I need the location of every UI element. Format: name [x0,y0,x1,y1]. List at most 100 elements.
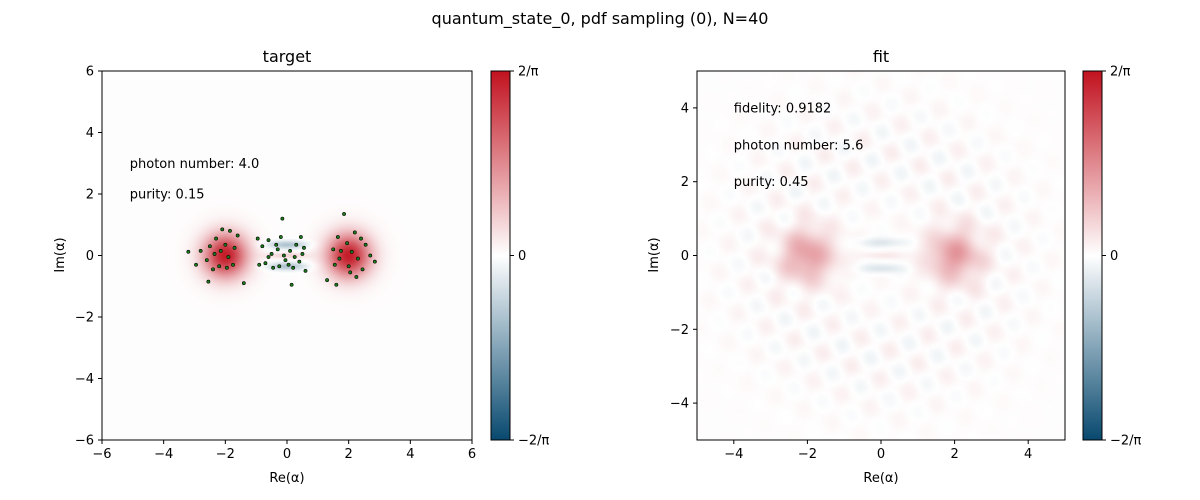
sample-point [325,278,329,283]
sample-point [235,233,240,238]
sample-point [332,262,337,267]
sample-point [260,244,265,249]
colorbar: 2/π 0 −2/π [1082,65,1142,449]
x-tick-label: 0 [283,447,291,462]
sample-point [266,255,271,259]
sample-point [302,245,306,250]
heatmap-layer [102,71,472,440]
colorbar-gradient [490,70,511,441]
annotation-text: photon number: 5.6 [734,138,864,153]
sample-point [218,248,223,253]
sample-point [331,247,336,252]
sample-point [211,267,215,272]
annotation-text: purity: 0.45 [734,175,809,190]
sample-point [220,227,225,232]
sample-point [354,275,359,279]
panel-fit: fit −4 −2 0 2 4 −4 −2 0 2 4 fidelity: 0.9182 phot… [647,47,1142,486]
sample-point [289,282,294,287]
sample-point [212,252,217,256]
x-tick-label: 4 [1024,447,1032,462]
x-axis-label: Re(α) [269,471,304,486]
sample-point [360,267,365,272]
y-tick-label: 4 [681,101,689,116]
x-tick-label: −4 [724,447,743,462]
sample-point [300,252,305,256]
sample-point [363,242,368,247]
x-tick-label: 6 [468,447,476,462]
sample-point [255,236,260,241]
sample-point [282,253,286,258]
sample-point [346,264,351,269]
sample-point [359,236,363,241]
sample-point [348,270,353,275]
sample-point [286,262,291,267]
x-tick-label: 0 [877,447,885,462]
colorbar-tick-label: 2/π [518,65,539,80]
sample-point [352,230,357,235]
annotation-text: photon number: 4.0 [130,157,260,172]
sample-point [274,242,279,247]
sample-point [263,261,268,266]
sample-point [231,262,235,267]
sample-point [232,245,237,250]
y-tick-label: −2 [670,323,689,338]
sample-point [271,265,276,270]
colorbar-tick-label: 0 [518,249,526,264]
sample-point [372,259,377,264]
x-axis: −6 −4 −2 0 2 4 6 [92,440,476,462]
sample-point [339,248,343,253]
sample-point [275,247,280,252]
sample-point [228,228,232,233]
x-tick-label: −2 [798,447,817,462]
annotation-text: purity: 0.15 [130,188,205,203]
colorbar-tick-label: 0 [1110,249,1118,264]
sample-point [303,268,308,273]
y-tick-label: 2 [681,175,689,190]
y-tick-label: −2 [75,311,94,326]
y-axis-label: Im(α) [647,237,662,272]
y-tick-label: 4 [86,126,94,141]
colorbar-tick-label: −2/π [1110,434,1142,449]
x-axis-label: Re(α) [863,471,898,486]
annotations: photon number: 4.0 purity: 0.15 [130,157,260,203]
y-axis: −4 −2 0 2 4 [670,101,697,412]
sample-point [208,244,212,249]
y-tick-label: 0 [86,249,94,264]
y-tick-label: 6 [86,65,94,80]
y-tick-label: 0 [681,249,689,264]
annotations: fidelity: 0.9182 photon number: 5.6 purity… [734,101,864,190]
y-tick-label: −6 [75,434,94,449]
sample-point [280,216,285,221]
sample-point [288,248,292,253]
sample-point [214,236,218,241]
sample-point [223,242,228,247]
sample-point [291,265,296,270]
sample-point [292,255,297,259]
colorbar: 2/π 0 −2/π [490,65,550,449]
sample-point [283,258,288,263]
heatmap-layer [697,71,1065,440]
sample-point [224,265,229,270]
x-tick-label: −2 [216,447,235,462]
colorbar-tick-label: −2/π [518,434,550,449]
x-tick-label: −4 [154,447,173,462]
sample-point [356,256,360,261]
sample-point [198,248,203,253]
x-tick-label: −6 [92,447,111,462]
sample-point [294,242,299,247]
heatmap-image [102,71,472,440]
sample-point [266,238,271,243]
panel-target: target −6 −4 −2 0 2 4 6 −6 −4 −2 0 2 4 6 photon numb… [53,47,550,486]
sample-point [217,264,222,269]
sample-point [226,255,231,259]
sample-point [335,235,340,239]
sample-point [298,235,303,239]
sample-point [204,258,209,263]
sample-point [186,249,191,254]
sample-point [345,241,350,246]
colorbar-gradient [1082,70,1103,441]
x-tick-label: 4 [406,447,414,462]
figure-title: quantum_state_0, pdf sampling (0), N=40 [432,9,769,29]
sample-point [349,249,354,254]
